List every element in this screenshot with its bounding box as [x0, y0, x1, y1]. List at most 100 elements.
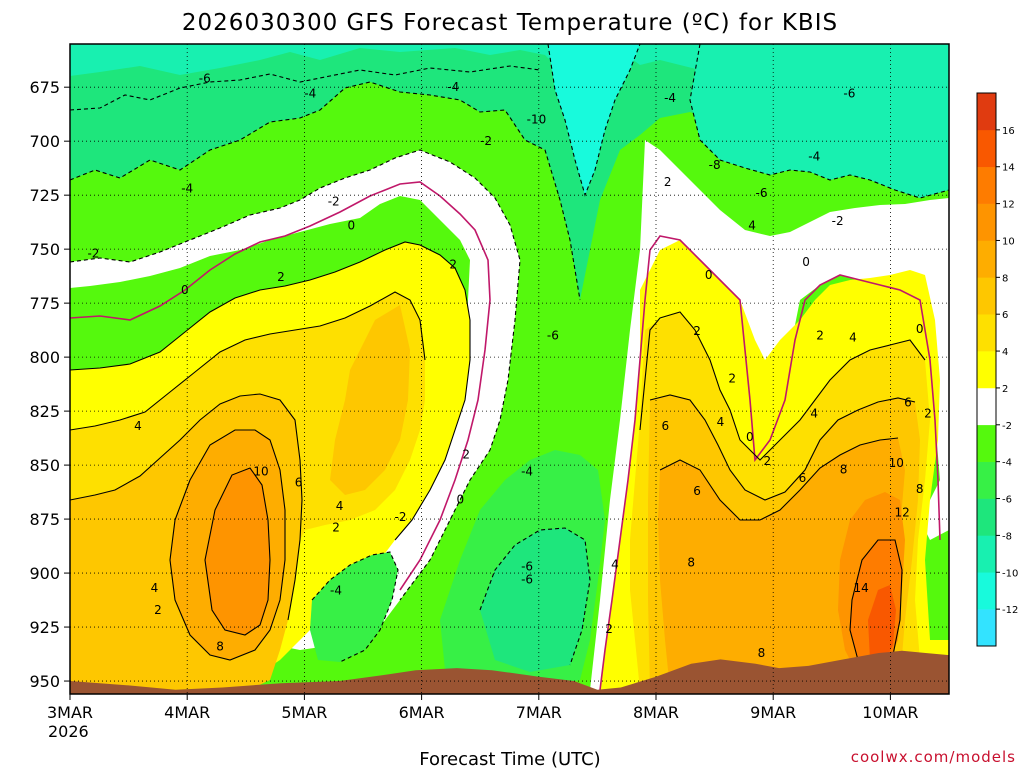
- contour-pos12-right: [849, 539, 903, 676]
- colorbar-cell: [977, 535, 996, 573]
- contour-label: -8: [709, 158, 721, 172]
- x-tick-label: 9MAR: [750, 703, 796, 722]
- contour-label: 0: [916, 322, 924, 336]
- contour-label: 0: [802, 255, 810, 269]
- contour-label: -6: [521, 573, 533, 587]
- contour-label: 2: [924, 406, 932, 420]
- contour-label: 8: [687, 555, 695, 569]
- contour-label: 2: [332, 521, 340, 535]
- contour-label: -2: [87, 246, 99, 260]
- contour-label: -10: [527, 113, 547, 127]
- colorbar-cell: [977, 609, 996, 647]
- colorbar-tick-label: 16: [1002, 126, 1015, 137]
- contour-label: 14: [853, 581, 868, 595]
- terrain-fill: [70, 650, 949, 694]
- colorbar-tick-label: -10: [1002, 568, 1018, 579]
- contour-label: 8: [216, 639, 224, 653]
- y-tick-label: 875: [29, 510, 60, 529]
- contour-neg4: [70, 81, 581, 301]
- colorbar-cell: [977, 498, 996, 536]
- contour-label: 2: [605, 622, 613, 636]
- contour-label: 4: [611, 557, 619, 571]
- colorbar-cell: [977, 277, 996, 315]
- band-pos6-mid: [330, 305, 410, 495]
- colorbar-tick-label: 12: [1002, 200, 1015, 211]
- contour-label: -6: [521, 560, 533, 574]
- contour-pos8: [169, 429, 286, 661]
- contour-label: 6: [799, 471, 807, 485]
- contour-neg6: [70, 65, 541, 111]
- contour-label: 4: [849, 331, 857, 345]
- colorbar-cell: [977, 166, 996, 204]
- y-tick-label: 675: [29, 78, 60, 97]
- y-tick-label: 700: [29, 132, 60, 151]
- contour-label: 4: [336, 499, 344, 513]
- contour-label: 12: [894, 506, 909, 520]
- contour-label: 2: [728, 372, 736, 386]
- colorbar-tick-label: 8: [1002, 273, 1008, 284]
- contour-label: -4: [330, 583, 342, 597]
- x-axis-title: Forecast Time (UTC): [419, 749, 600, 768]
- band-neg8-right: [690, 44, 949, 198]
- chart-title: 2026030300 GFS Forecast Temperature (ºC)…: [182, 10, 838, 36]
- x-tick-label: 3MAR: [47, 703, 93, 722]
- contour-label: 0: [456, 493, 464, 507]
- contour-label: 2: [449, 257, 457, 271]
- contour-label: -4: [181, 182, 193, 196]
- grid-lines: [70, 44, 949, 694]
- contour-label: 2: [462, 447, 470, 461]
- x-axis: 3MAR 4MAR 5MAR 6MAR 7MAR 8MAR 9MAR 10MAR 2026: [47, 694, 919, 741]
- colorbar-cell: [977, 129, 996, 168]
- contour-pos6: [70, 393, 303, 621]
- y-tick-label: 900: [29, 564, 60, 583]
- y-tick-label: 850: [29, 456, 60, 475]
- plot-frame: [69, 43, 950, 695]
- colorbar-cell: [977, 314, 996, 352]
- x-tick-label: 10MAR: [862, 703, 918, 722]
- temperature-field: [70, 44, 949, 694]
- contour-label: 2: [664, 175, 672, 189]
- colorbar-tick-label: 10: [1002, 236, 1015, 247]
- y-tick-label: 775: [29, 294, 60, 313]
- contour-label: -4: [521, 465, 533, 479]
- contour-label: 0: [705, 268, 713, 282]
- contour-label: -2: [832, 214, 844, 228]
- x-tick-label: 6MAR: [399, 703, 445, 722]
- colorbar-tick-label: 14: [1002, 163, 1015, 174]
- contour-pos8-right: [659, 437, 899, 521]
- colorbar-frame: [976, 92, 997, 647]
- contour-label: 6: [693, 484, 701, 498]
- contour-neg8-right: [689, 44, 949, 199]
- contour-neg4-low: [311, 551, 399, 663]
- contour-neg10-core: [547, 44, 641, 197]
- plot-area: [70, 44, 949, 694]
- y-tick-label: 725: [29, 186, 60, 205]
- colorbar-cell: [977, 203, 996, 241]
- contour-label: 4: [810, 406, 818, 420]
- y-tick-label: 750: [29, 240, 60, 259]
- colorbar-cell: [977, 461, 996, 499]
- contour-label: 8: [840, 462, 848, 476]
- contour-label: -6: [755, 186, 767, 200]
- band-pos10: [205, 468, 270, 635]
- contour-label: -6: [547, 329, 559, 343]
- contour-label: 2: [693, 324, 701, 338]
- contour-label: 0: [347, 218, 355, 232]
- contour-label: 0: [746, 430, 754, 444]
- contour-label: -4: [447, 80, 459, 94]
- contour-label: -6: [199, 72, 211, 86]
- colorbar-cell: [977, 572, 996, 610]
- contour-label: 8: [916, 482, 924, 496]
- colorbar-tick-label: 2: [1002, 384, 1008, 395]
- contour-pos2-right: [639, 311, 926, 461]
- contour-label: 6: [904, 395, 912, 409]
- colorbar: -12 -10 -8 -6 -4 -2 2 4 6 8 10 12 14 16: [976, 92, 1018, 647]
- contour-label: 4: [134, 419, 142, 433]
- credit-text[interactable]: coolwx.com/models: [851, 748, 1016, 766]
- colorbar-cell: [977, 351, 996, 389]
- contour-label: 4: [717, 415, 725, 429]
- contour-labels: -2-6-4-4-20-4-2022410642-4428-202-10-6-4…: [87, 72, 931, 660]
- colorbar-tick-label: -2: [1002, 421, 1012, 432]
- y-tick-label: 950: [29, 672, 60, 691]
